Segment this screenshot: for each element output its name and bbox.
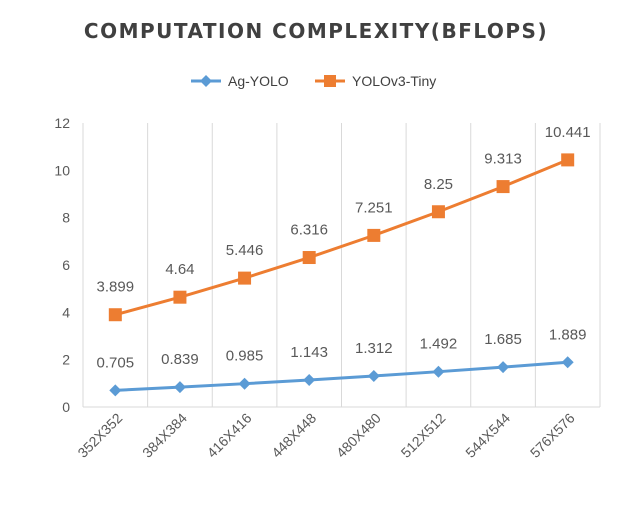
legend-marker-yolov3-tiny (324, 75, 336, 87)
data-point-ag-yolo (367, 369, 380, 382)
data-label-yolov3-tiny: 3.899 (97, 279, 135, 296)
x-tick-label: 384X384 (139, 410, 190, 461)
data-label-ag-yolo: 0.839 (161, 351, 199, 368)
data-point-yolov3-tiny (173, 290, 187, 304)
y-tick-label: 10 (54, 162, 70, 178)
data-point-ag-yolo (173, 381, 186, 394)
y-tick-label: 0 (62, 399, 70, 415)
data-label-ag-yolo: 1.889 (549, 326, 587, 343)
data-point-yolov3-tiny (561, 153, 575, 167)
data-label-yolov3-tiny: 5.446 (226, 242, 264, 259)
series-line-ag-yolo (115, 360, 568, 392)
chart-title: COMPUTATION COMPLEXITY(BFLOPS) (84, 19, 548, 43)
data-label-ag-yolo: 0.705 (97, 354, 135, 371)
data-point-yolov3-tiny (496, 180, 510, 194)
data-label-ag-yolo: 1.685 (484, 331, 522, 348)
legend-marker-ag-yolo (200, 75, 212, 87)
data-point-ag-yolo (432, 365, 445, 378)
data-point-ag-yolo (109, 384, 122, 397)
data-point-yolov3-tiny (431, 205, 445, 219)
x-tick-label: 576X576 (527, 410, 578, 461)
legend-item-ag-yolo: Ag-YOLO (191, 73, 289, 89)
data-label-ag-yolo: 0.985 (226, 348, 264, 365)
y-tick-label: 12 (54, 115, 70, 131)
data-label-ag-yolo: 1.492 (420, 336, 458, 353)
data-point-ag-yolo (561, 356, 574, 369)
legend: Ag-YOLO YOLOv3-Tiny (191, 73, 436, 89)
x-tick-label: 512X512 (398, 410, 449, 461)
data-label-yolov3-tiny: 10.441 (545, 124, 591, 141)
y-tick-label: 2 (62, 352, 70, 368)
data-point-yolov3-tiny (367, 228, 381, 242)
y-tick-label: 6 (62, 257, 70, 273)
series-line-yolov3-tiny (114, 158, 569, 317)
data-point-ag-yolo (238, 377, 251, 390)
data-label-yolov3-tiny: 9.313 (484, 151, 522, 168)
y-tick-label: 8 (62, 210, 70, 226)
data-label-ag-yolo: 1.312 (355, 340, 393, 357)
data-point-ag-yolo (497, 361, 510, 374)
x-tick-label: 352X352 (74, 410, 125, 461)
data-point-ag-yolo (303, 373, 316, 386)
data-label-yolov3-tiny: 4.64 (165, 261, 194, 278)
data-label-ag-yolo: 1.143 (290, 344, 328, 361)
legend-label-yolov3-tiny: YOLOv3-Tiny (352, 73, 436, 89)
legend-label-ag-yolo: Ag-YOLO (228, 73, 289, 89)
data-label-yolov3-tiny: 6.316 (290, 222, 328, 239)
data-label-yolov3-tiny: 7.251 (355, 199, 393, 216)
data-label-yolov3-tiny: 8.25 (424, 176, 453, 193)
plot-area: 0 2 4 6 8 10 12 352X352 384X384 416X416 448X448 480… (54, 115, 601, 461)
data-point-yolov3-tiny (108, 308, 122, 322)
x-tick-label: 480X480 (333, 410, 384, 461)
x-tick-label: 416X416 (204, 410, 255, 461)
x-tick-label: 544X544 (462, 410, 513, 461)
y-tick-label: 4 (62, 304, 70, 320)
data-point-yolov3-tiny (238, 271, 252, 285)
x-tick-label: 448X448 (268, 410, 319, 461)
data-point-yolov3-tiny (302, 251, 316, 265)
legend-item-yolov3-tiny: YOLOv3-Tiny (315, 73, 436, 89)
